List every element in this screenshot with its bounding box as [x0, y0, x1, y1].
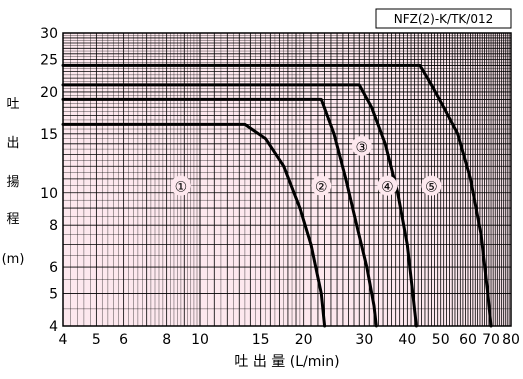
x-tick-label: 10: [191, 332, 209, 348]
curve-label-bg: [311, 175, 332, 196]
curve-label-3: ③: [356, 140, 369, 156]
x-tick-label: 15: [252, 332, 270, 348]
x-tick-label: 50: [432, 332, 450, 348]
y-tick-label: 10: [40, 186, 58, 202]
y-tick-label: 4: [49, 319, 58, 335]
curve-label-bg: [421, 175, 442, 196]
x-tick-label: 70: [482, 332, 500, 348]
curve-4: [61, 63, 493, 328]
y-tick-label: 25: [40, 53, 58, 69]
x-axis-label: 吐 出 量 (L/min): [234, 354, 339, 370]
y-axis-label-char: 程: [6, 212, 19, 227]
y-axis-label-char: 吐: [6, 97, 19, 112]
y-tick-label: 30: [40, 26, 58, 42]
y-axis-label-char: 出: [6, 136, 19, 151]
curve-label-bg: [170, 175, 191, 196]
curve-label-1: ①: [175, 180, 188, 196]
y-tick-label: 20: [40, 85, 58, 101]
x-tick-label: 6: [119, 332, 128, 348]
x-tick-labels: 4 5 6 8 10 15 20 30 40 50 60 70 80: [59, 332, 520, 348]
x-tick-label: 60: [459, 332, 477, 348]
curve-label-5: ⑤: [425, 180, 438, 196]
model-label: NFZ(2)-K/TK/012: [394, 12, 494, 26]
curve-label-2: ②: [315, 180, 328, 196]
y-tick-label: 6: [49, 260, 58, 276]
y-tick-label: 15: [40, 127, 58, 143]
y-tick-label: 8: [49, 218, 58, 234]
curve-label-bg: [377, 175, 398, 196]
x-tick-label: 20: [295, 332, 313, 348]
x-tick-label: 4: [59, 332, 68, 348]
x-tick-label: 8: [162, 332, 171, 348]
curve-2: [61, 97, 378, 328]
curve-3: [61, 83, 418, 328]
model-label-box: [375, 8, 512, 29]
y-tick-labels: 4 5 6 8 10 15 20 25 30: [40, 26, 58, 335]
performance-curves: [61, 63, 493, 328]
y-tick-label: 5: [49, 287, 58, 303]
y-axis-label-char: 揚: [6, 174, 19, 190]
x-tick-label: 5: [92, 332, 101, 348]
x-tick-label: 80: [502, 332, 520, 348]
curve-1: [61, 122, 327, 328]
plot-frame: [62, 32, 512, 327]
curve-labels: ① ② ③ ④ ⑤: [170, 135, 442, 196]
x-tick-label: 30: [355, 332, 373, 348]
curve-label-4: ④: [381, 180, 394, 196]
gridlines: [63, 33, 511, 326]
curve-label-bg: [351, 135, 372, 156]
x-tick-label: 40: [398, 332, 416, 348]
y-axis-label-char: (m): [2, 252, 25, 267]
